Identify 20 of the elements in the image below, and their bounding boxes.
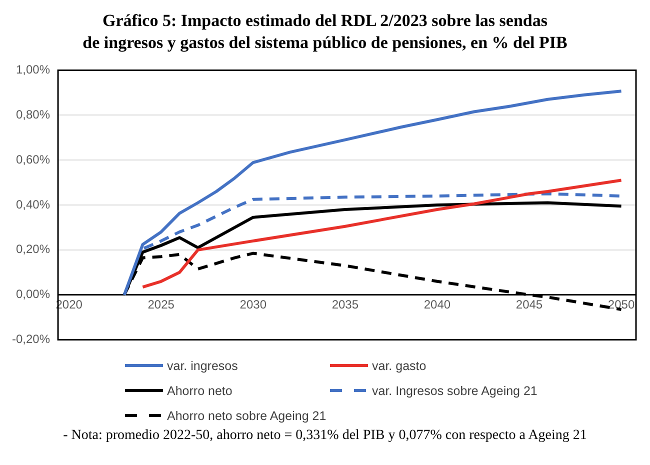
y-tick-label: 0,40% <box>16 197 50 212</box>
legend-label: var. ingresos <box>167 358 238 372</box>
legend-label: Ahorro neto <box>167 384 232 398</box>
legend-label: var. gasto <box>372 358 426 372</box>
y-tick-label: 0,20% <box>16 242 50 256</box>
chart-title: Gráfico 5: Impacto estimado del RDL 2/2023 sobre las sendas de ingresos y gastos del sistema público de pensiones, en % del PIB <box>82 10 568 54</box>
x-tick-label: 2045 <box>516 297 543 312</box>
legend-label: Ahorro neto sobre Ageing 21 <box>167 408 326 422</box>
y-tick-label: -0,20% <box>12 332 50 346</box>
x-tick-label: 2025 <box>148 297 175 312</box>
y-tick-label: 1,00% <box>16 62 50 77</box>
legend-label: var. Ingresos sobre Ageing 21 <box>372 384 538 398</box>
y-tick-label: 0,60% <box>16 152 50 166</box>
x-tick-label: 2035 <box>332 297 359 312</box>
x-tick-label: 2030 <box>240 297 267 312</box>
text: - Nota: promedio 2022-50, ahorro neto = 0,331% del PIB y 0,077% con respecto a Ageing 21 <box>62 428 588 444</box>
y-tick-label: 0,80% <box>16 107 50 122</box>
x-tick-label: 2040 <box>424 297 451 312</box>
y-tick-label: 0,00% <box>16 287 50 302</box>
x-tick-label: 2050 <box>608 297 635 312</box>
